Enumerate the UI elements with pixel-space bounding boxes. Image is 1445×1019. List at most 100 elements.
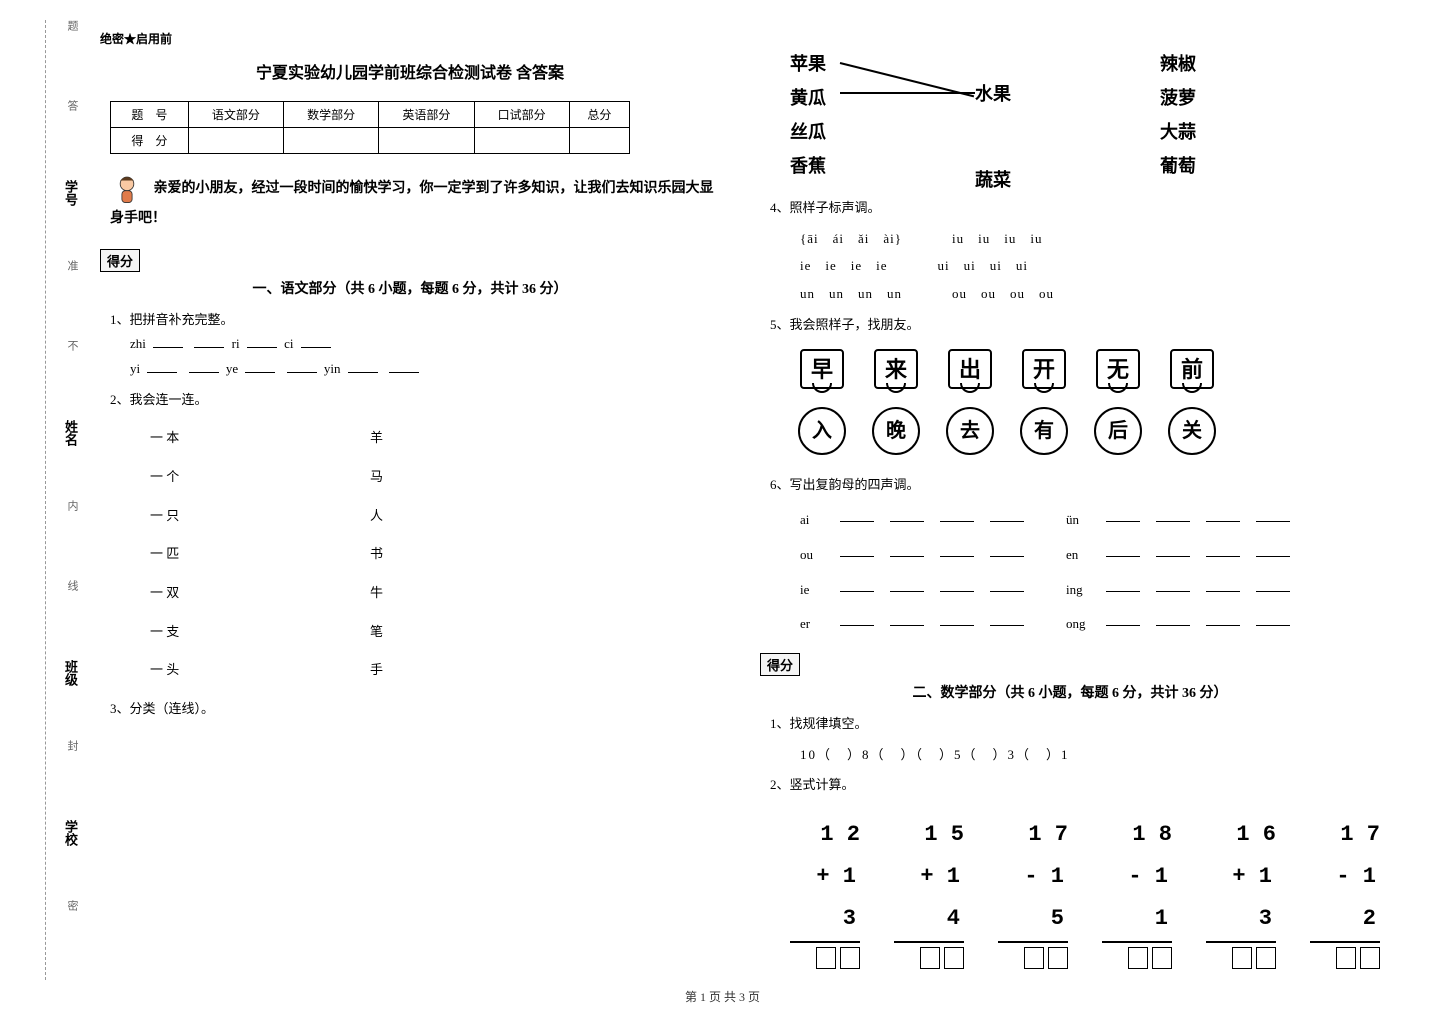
q-text: 竖式计算。 xyxy=(790,777,855,792)
fv-item: 苹果 xyxy=(790,50,826,76)
intro-text: 亲爱的小朋友，经过一段时间的愉快学习，你一定学到了许多知识，让我们去知识乐园大显… xyxy=(110,172,720,233)
syllable-row: un un un unou ou ou ou xyxy=(800,282,1380,307)
blank xyxy=(189,359,219,373)
pair-right: 人 xyxy=(370,504,430,529)
vertical-problem: 1 7 - 1 2 xyxy=(1310,814,1380,969)
syllable-row: {āi ái ǎi ài}iu iu iu iu xyxy=(800,227,1380,252)
q3: 3、分类（连线）。 xyxy=(110,697,720,722)
q-no: 2、 xyxy=(770,777,790,792)
q-no: 5、 xyxy=(770,317,790,332)
vc-answer xyxy=(894,947,964,969)
blank xyxy=(990,543,1024,557)
binding-field: 学校 xyxy=(20,820,80,900)
vc-bottom: - 1 2 xyxy=(1310,856,1380,944)
blank xyxy=(153,334,183,348)
page-body: 绝密★启用前 宁夏实验幼儿园学前班综合检测试卷 含答案 题 号 语文部分 数学部… xyxy=(100,30,1430,975)
vc-bottom: + 1 4 xyxy=(894,856,964,944)
vc-top: 1 2 xyxy=(790,814,860,856)
final-row: ouen xyxy=(800,543,1380,568)
score-header: 总分 xyxy=(569,102,629,128)
sun-char: 去 xyxy=(946,407,994,455)
s2-q2: 2、竖式计算。 1 2 + 1 3 1 5 + 1 4 1 7 - 1 5 1 … xyxy=(770,773,1380,969)
pair-right: 手 xyxy=(370,658,430,683)
q5: 5、我会照样子，找朋友。 早来出开无前 入晚去有后关 xyxy=(770,313,1380,456)
sun-char: 晚 xyxy=(872,407,920,455)
pair-right: 羊 xyxy=(370,426,430,451)
pinyin: zhi xyxy=(130,336,146,351)
q-text: 把拼音补充完整。 xyxy=(130,312,234,327)
pair-row: 一 只人 xyxy=(150,504,720,529)
blank xyxy=(1106,543,1140,557)
ans-cell xyxy=(920,947,940,969)
q-no: 3、 xyxy=(110,701,130,716)
binding-labels: 密 学校 封 班级 线 内 姓名 不 准 学号 答 题 xyxy=(20,20,80,980)
score-cell xyxy=(188,128,283,154)
blank xyxy=(1156,612,1190,626)
s2-q1: 1、找规律填空。 10（ ）8（ ）（ ）5（ ）3（ ）1 xyxy=(770,712,1380,767)
pair-right: 马 xyxy=(370,465,430,490)
pair-row: 一 头手 xyxy=(150,658,720,683)
fv-item: 大蒜 xyxy=(1160,118,1196,144)
vertical-problem: 1 2 + 1 3 xyxy=(790,814,860,969)
binding-char: 题 xyxy=(20,20,80,100)
left-column: 绝密★启用前 宁夏实验幼儿园学前班综合检测试卷 含答案 题 号 语文部分 数学部… xyxy=(100,30,720,975)
binding-char: 准 xyxy=(20,260,80,340)
vc-top: 1 6 xyxy=(1206,814,1276,856)
blank xyxy=(1106,578,1140,592)
score-header: 口试部分 xyxy=(474,102,569,128)
q-text: 我会照样子，找朋友。 xyxy=(790,317,920,332)
binding-field: 姓名 xyxy=(20,420,80,500)
blank xyxy=(1256,612,1290,626)
q-text: 写出复韵母的四声调。 xyxy=(790,477,920,492)
ans-cell xyxy=(1232,947,1252,969)
ans-cell xyxy=(1048,947,1068,969)
ans-cell xyxy=(1256,947,1276,969)
blank xyxy=(1206,612,1240,626)
fv-item: 丝瓜 xyxy=(790,118,826,144)
blank xyxy=(1156,578,1190,592)
ans-cell xyxy=(1024,947,1044,969)
syl-left: {āi ái ǎi ài} xyxy=(800,227,902,252)
fv-item: 黄瓜 xyxy=(790,84,826,110)
vc-answer xyxy=(998,947,1068,969)
ans-cell xyxy=(1336,947,1356,969)
fv-item: 辣椒 xyxy=(1160,50,1196,76)
pinyin: ye xyxy=(226,361,238,376)
score-chip: 得分 xyxy=(760,653,800,676)
pair-left: 一 只 xyxy=(150,504,210,529)
syl-left: ie ie ie ie xyxy=(800,254,888,279)
final-row: erong xyxy=(800,612,1380,637)
fv-item: 葡萄 xyxy=(1160,152,1196,178)
blank xyxy=(1106,508,1140,522)
final-label: en xyxy=(1066,543,1102,568)
pair-row: 一 匹书 xyxy=(150,542,720,567)
vc-top: 1 8 xyxy=(1102,814,1172,856)
pattern-line: 10（ ）8（ ）（ ）5（ ）3（ ）1 xyxy=(800,743,1380,768)
score-cell xyxy=(569,128,629,154)
exam-title: 宁夏实验幼儿园学前班综合检测试卷 含答案 xyxy=(100,59,720,83)
pair-left: 一 个 xyxy=(150,465,210,490)
pinyin: ci xyxy=(284,336,293,351)
section2-heading: 二、数学部分（共 6 小题，每题 6 分，共计 36 分） xyxy=(760,682,1380,702)
char-box: 前 xyxy=(1170,349,1214,389)
blank xyxy=(287,359,317,373)
binding-char: 不 xyxy=(20,340,80,420)
ans-cell xyxy=(1360,947,1380,969)
vertical-problem: 1 5 + 1 4 xyxy=(894,814,964,969)
fv-item: 水果 xyxy=(975,80,1011,106)
vc-bottom: - 1 5 xyxy=(998,856,1068,944)
blank xyxy=(1256,578,1290,592)
pair-row: 一 本羊 xyxy=(150,426,720,451)
blank xyxy=(890,508,924,522)
blank xyxy=(301,334,331,348)
q-text: 我会连一连。 xyxy=(130,392,208,407)
q-text: 分类（连线）。 xyxy=(130,701,215,716)
pair-left: 一 头 xyxy=(150,658,210,683)
sun-char: 入 xyxy=(798,407,846,455)
fruit-veg-diagram: 苹果黄瓜丝瓜香蕉 水果蔬菜 辣椒菠萝大蒜葡萄 xyxy=(760,50,1380,190)
blank xyxy=(1206,578,1240,592)
blank xyxy=(840,578,874,592)
score-cell xyxy=(283,128,378,154)
blank xyxy=(840,543,874,557)
blank xyxy=(990,508,1024,522)
